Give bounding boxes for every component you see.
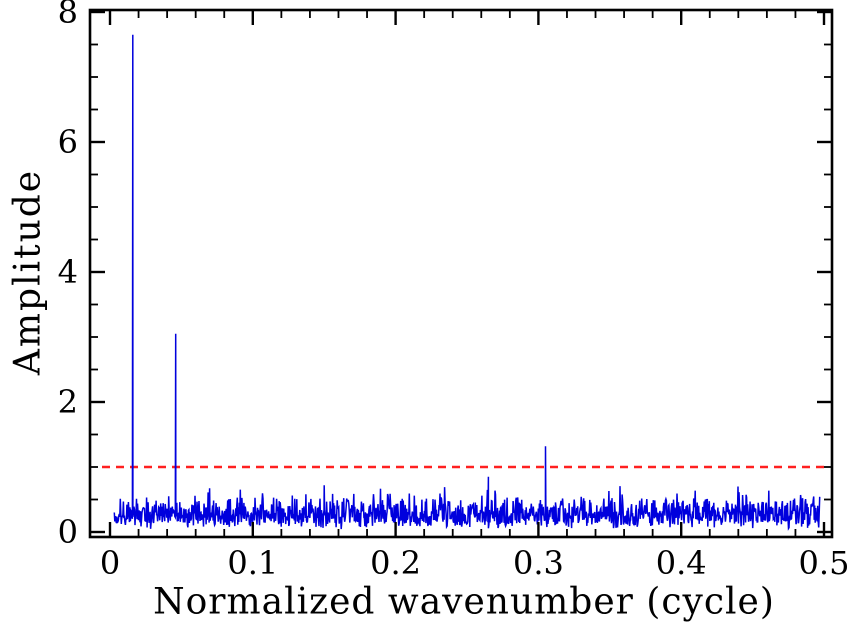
x-tick-label: 0.3 [513,544,564,582]
y-tick-label: 8 [58,0,78,31]
y-tick-label: 2 [58,383,78,421]
y-axis-title: Amplitude [7,168,49,376]
y-tick-label: 6 [58,123,78,161]
x-tick-label: 0.2 [370,544,421,582]
x-axis-title: Normalized wavenumber (cycle) [153,581,775,623]
y-tick-label: 0 [58,513,78,551]
x-tick-label: 0.5 [799,544,850,582]
x-tick-label: 0.4 [656,544,707,582]
x-tick-label: 0 [100,544,120,582]
x-tick-label: 0.1 [227,544,278,582]
y-tick-label: 4 [58,253,78,291]
